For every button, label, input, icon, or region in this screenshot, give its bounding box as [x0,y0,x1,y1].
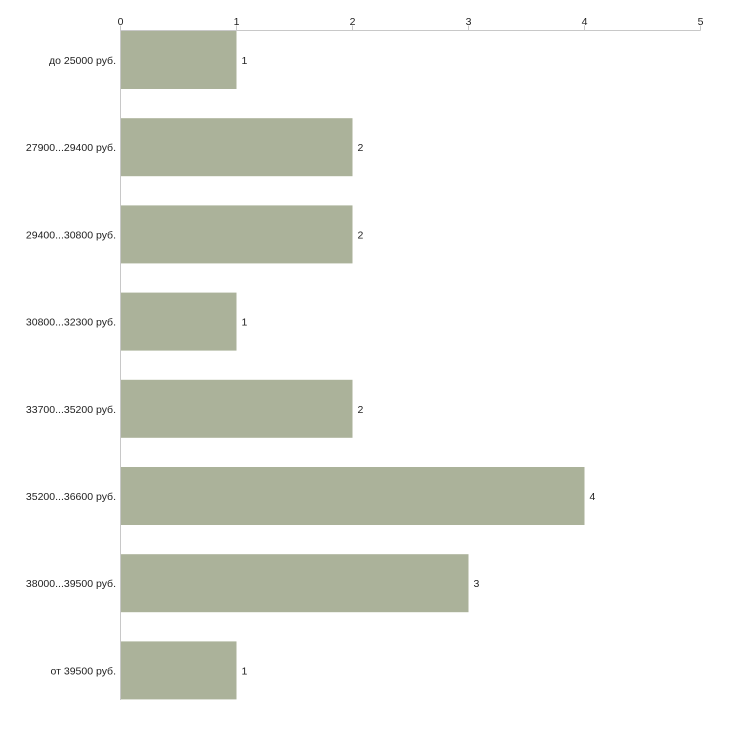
bar [120,379,353,438]
bar [120,205,353,264]
bar [120,467,585,525]
x-tick-label: 0 [118,16,124,28]
bar [120,118,353,177]
x-tick-label: 3 [466,16,472,28]
bar [120,641,237,700]
category-label: 27900...29400 руб. [26,142,116,154]
category-label: 38000...39500 руб. [26,578,116,590]
category-label: 29400...30800 руб. [26,229,116,241]
x-tick-label: 5 [698,16,704,28]
data-label: 2 [358,229,364,241]
category-label: от 39500 руб. [51,665,116,677]
category-label: до 25000 руб. [49,55,116,67]
data-label: 2 [358,404,364,416]
category-label: 35200...36600 руб. [26,491,116,503]
bar [120,292,237,351]
x-tick-label: 4 [582,16,588,28]
data-label: 1 [242,317,248,329]
category-label: 30800...32300 руб. [26,317,116,329]
data-label: 1 [242,665,248,677]
category-label: 33700...35200 руб. [26,404,116,416]
data-label: 3 [474,578,480,590]
data-label: 1 [242,55,248,67]
x-tick-label: 1 [234,16,240,28]
x-tick-label: 2 [350,16,356,28]
bar [120,31,237,89]
data-label: 2 [358,142,364,154]
bar [120,554,469,613]
data-label: 4 [590,491,596,503]
